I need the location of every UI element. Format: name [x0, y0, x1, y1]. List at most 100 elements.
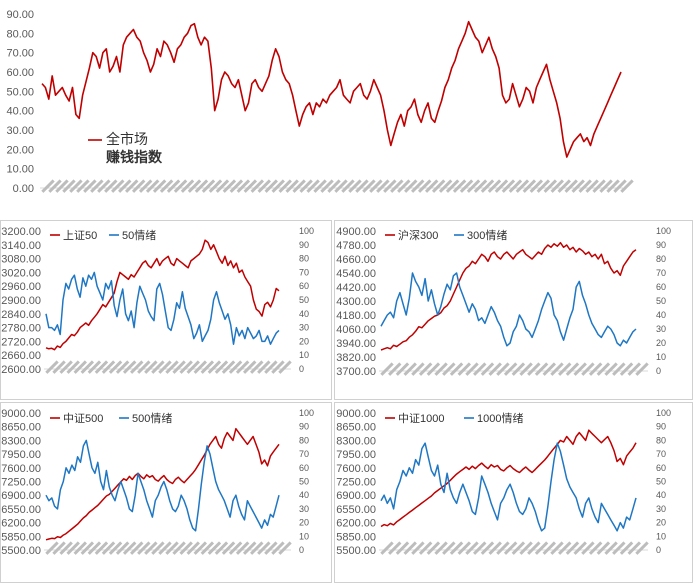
- x-tick-label: [527, 362, 541, 376]
- x-tick-label: [388, 362, 402, 376]
- x-tick-label: [194, 179, 209, 193]
- x-tick-label: [115, 541, 130, 555]
- right-y-tick-label: 50: [299, 295, 309, 305]
- x-tick-label: [452, 179, 467, 193]
- right-y-tick-label: 90: [299, 240, 309, 250]
- x-tick-label: [101, 360, 116, 374]
- x-tick-label: [137, 541, 151, 555]
- x-tick-label: [257, 179, 271, 193]
- x-tick-label: [62, 179, 76, 193]
- x-tick-label: [403, 362, 417, 376]
- x-tick-label: [320, 179, 334, 193]
- right-y-tick-label: 90: [656, 240, 666, 250]
- x-tick-label: [59, 360, 73, 374]
- x-tick-label: [581, 541, 595, 555]
- x-tick-label: [111, 179, 125, 193]
- x-tick-label: [612, 541, 626, 555]
- x-tick-label: [592, 179, 606, 193]
- x-tick-label: [242, 541, 257, 555]
- overall-chart-svg: 0.00 10.00 20.00 30.00 40.00 50.00 60.00 70.00 8…: [6, 9, 634, 195]
- x-tick-label: [619, 541, 634, 555]
- right-y-tick-label: 60: [656, 463, 666, 473]
- x-tick-label: [585, 179, 599, 193]
- x-tick-label: [250, 360, 264, 374]
- y-tick-label: 80.00: [6, 28, 34, 40]
- x-tick-label: [122, 541, 137, 555]
- x-tick-label: [565, 541, 580, 555]
- x-tick-label: [187, 179, 202, 193]
- x-tick-label: [108, 360, 123, 374]
- left-y-tick-label: 6200.00: [336, 518, 376, 530]
- x-tick-label: [278, 179, 292, 193]
- right-y-tick-label: 80: [656, 435, 666, 445]
- x-tick-label: [264, 179, 278, 193]
- left-y-tick-label: 8300.00: [336, 435, 376, 447]
- left-y-tick-label: 7950.00: [336, 449, 376, 461]
- series-line: [380, 429, 637, 528]
- left-y-tick-label: 4420.00: [336, 282, 376, 294]
- left-y-tick-label: 4660.00: [336, 254, 376, 266]
- x-tick-label: [130, 541, 144, 555]
- right-y-tick-label: 70: [656, 268, 666, 278]
- x-tick-label: [496, 541, 510, 555]
- legend-label: 50情绪: [122, 228, 156, 242]
- x-tick-label: [151, 360, 165, 374]
- left-y-tick-label: 3820.00: [336, 352, 376, 364]
- x-tick-label: [573, 362, 587, 376]
- x-tick-label: [131, 179, 146, 193]
- x-tick-label: [465, 541, 479, 555]
- right-y-tick-label: 60: [299, 281, 309, 291]
- x-tick-label: [66, 360, 80, 374]
- series-line-overall: [41, 20, 622, 158]
- right-y-tick-label: 80: [299, 435, 309, 445]
- x-tick-label: [434, 541, 448, 555]
- left-y-tick-label: 5850.00: [336, 531, 376, 543]
- x-tick-label: [473, 362, 487, 376]
- x-axis-date-labels: [45, 360, 292, 374]
- left-y-tick-label: 2660.00: [1, 350, 41, 362]
- x-tick-label: [172, 360, 186, 374]
- x-tick-label: [604, 362, 618, 376]
- right-y-tick-label: 30: [299, 504, 309, 514]
- x-tick-label: [69, 179, 83, 193]
- x-tick-label: [299, 179, 313, 193]
- x-tick-label: [508, 179, 523, 193]
- x-tick-label: [395, 362, 410, 376]
- legend-label: 全市场: [106, 131, 148, 147]
- right-y-tick-label: 70: [299, 267, 309, 277]
- x-tick-label: [243, 179, 258, 193]
- x-tick-label: [144, 360, 158, 374]
- x-tick-label: [87, 541, 102, 555]
- x-tick-label: [445, 179, 460, 193]
- series-line: [380, 241, 637, 351]
- x-tick-label: [193, 360, 208, 374]
- x-tick-label: [200, 360, 215, 374]
- left-y-tick-label: 4180.00: [336, 310, 376, 322]
- x-tick-label: [457, 362, 472, 376]
- x-tick-label: [341, 179, 355, 193]
- x-tick-label: [292, 179, 306, 193]
- x-tick-label: [45, 360, 59, 374]
- x-axis-date-labels: [380, 541, 649, 555]
- x-tick-label: [327, 179, 341, 193]
- x-tick-label: [138, 179, 153, 193]
- x-tick-label: [122, 360, 137, 374]
- x-tick-label: [390, 179, 404, 193]
- x-tick-label: [459, 179, 474, 193]
- x-tick-label: [457, 541, 472, 555]
- x-tick-label: [87, 360, 102, 374]
- right-y-tick-label: 50: [656, 477, 666, 487]
- x-tick-label: [487, 179, 502, 193]
- x-tick-label: [165, 541, 179, 555]
- left-y-tick-label: 3700.00: [336, 366, 376, 378]
- x-tick-label: [418, 362, 433, 376]
- x-tick-label: [606, 179, 620, 193]
- x-tick-label: [613, 179, 627, 193]
- x-tick-label: [588, 362, 603, 376]
- x-tick-label: [66, 541, 80, 555]
- x-tick-label: [158, 360, 172, 374]
